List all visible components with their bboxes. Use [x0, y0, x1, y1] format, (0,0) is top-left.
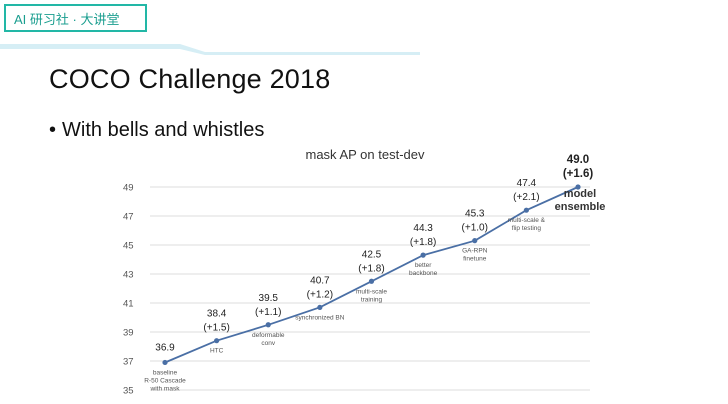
data-label: 40.7 — [310, 275, 330, 286]
step-label: ensemble — [555, 201, 606, 213]
gain-label: (+2.1) — [513, 192, 539, 203]
bullet-symbol: • — [49, 119, 57, 141]
gain-label: (+1.0) — [462, 223, 488, 234]
gain-label: (+1.6) — [563, 168, 594, 180]
step-label: baseline — [153, 369, 178, 376]
data-point — [420, 252, 426, 258]
data-point — [523, 207, 529, 213]
bullet-text: With bells and whistles — [62, 119, 265, 141]
data-point — [368, 278, 375, 284]
gain-label: (+1.8) — [410, 237, 436, 248]
data-label: 45.3 — [465, 209, 485, 220]
data-label: 36.9 — [155, 342, 175, 353]
data-point — [162, 359, 168, 366]
step-label: training — [361, 296, 383, 303]
bullet-item: • With bells and whistles — [49, 119, 264, 142]
brand-text: AI 研习社 · 大讲堂 — [14, 11, 120, 27]
data-label: 44.3 — [413, 223, 433, 234]
brand-logo-box: AI 研习社 · 大讲堂 — [4, 4, 147, 32]
gain-label: (+1.1) — [255, 307, 281, 318]
step-label: multi-scale & — [508, 217, 546, 224]
data-label: 49.0 — [567, 154, 589, 166]
step-label: finetune — [463, 256, 487, 263]
series-line — [164, 186, 579, 364]
y-tick-label: 39 — [123, 328, 134, 339]
chart-title: mask AP on test-dev — [306, 147, 425, 162]
step-label: backbone — [409, 270, 438, 277]
step-label: GA-RPN — [462, 248, 488, 255]
step-label: flip testing — [512, 225, 542, 232]
slide-title: COCO Challenge 2018 — [49, 64, 331, 94]
y-tick-label: 49 — [123, 183, 134, 194]
step-label: conv — [261, 340, 275, 347]
data-label: 38.4 — [207, 309, 227, 320]
data-point — [575, 184, 581, 190]
data-label: 42.5 — [362, 249, 382, 260]
y-tick-label: 43 — [123, 270, 134, 281]
data-point — [317, 304, 323, 310]
step-label: R-50 Cascade — [144, 377, 186, 384]
y-tick-label: 45 — [123, 241, 134, 252]
data-point — [214, 338, 220, 344]
data-label: 39.5 — [259, 293, 279, 304]
y-tick-label: 37 — [123, 357, 134, 368]
y-tick-label: 41 — [123, 299, 134, 310]
y-tick-label: 35 — [123, 386, 134, 397]
step-label: multi-scale — [356, 288, 387, 295]
step-label: better — [415, 262, 432, 269]
data-point — [472, 238, 478, 244]
step-label: model — [564, 188, 596, 200]
y-tick-label: 47 — [123, 212, 134, 223]
data-point — [265, 322, 271, 328]
step-label: with mask — [150, 385, 181, 392]
data-label: 47.4 — [517, 178, 537, 189]
gain-label: (+1.5) — [203, 323, 229, 334]
gain-label: (+1.2) — [307, 289, 333, 300]
header-band — [0, 44, 420, 55]
step-label: HTC — [210, 348, 224, 355]
step-label: deformable — [252, 332, 285, 339]
gain-label: (+1.8) — [358, 263, 384, 274]
step-label: synchronized BN — [295, 314, 344, 321]
